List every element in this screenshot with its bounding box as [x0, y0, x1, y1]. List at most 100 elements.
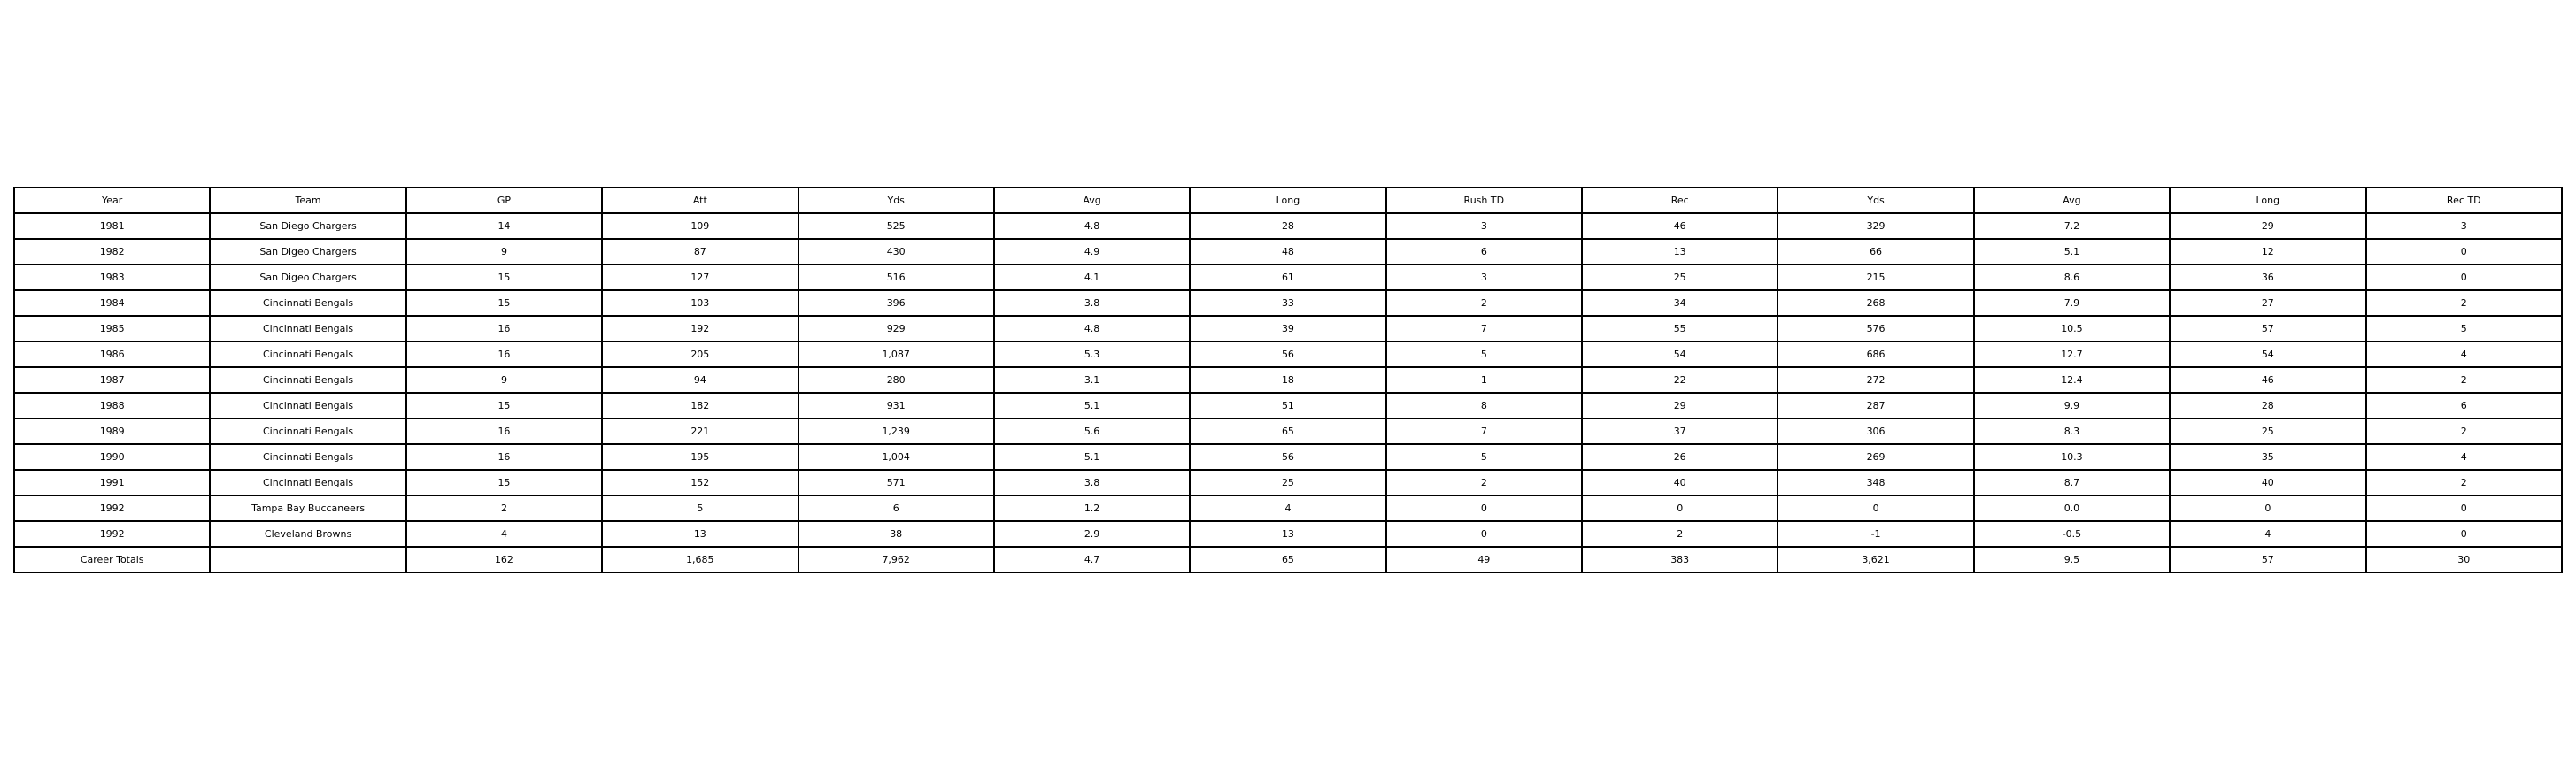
table-row: 1986 Cincinnati Bengals 16 205 1,087 5.3 56 5 54… — [12, 341, 2563, 368]
table-cell: 4 — [405, 520, 604, 548]
table-cell: 8.3 — [1972, 418, 2171, 445]
table-cell: 65 — [1189, 418, 1387, 445]
table-cell: 10.3 — [1972, 443, 2171, 471]
table-cell: 2 — [2364, 289, 2563, 317]
table-cell: 12.7 — [1972, 341, 2171, 368]
table-cell: 9.5 — [1972, 546, 2171, 573]
table-cell: 7.9 — [1972, 289, 2171, 317]
table-cell: 1992 — [12, 520, 212, 548]
table-cell: 3.1 — [992, 366, 1192, 394]
table-cell: 287 — [1777, 392, 1975, 419]
table-row: 1992 Cleveland Browns 4 13 38 2.9 13 0 2 -1 -0.5 4 0 — [12, 520, 2563, 548]
table-cell: 929 — [797, 315, 995, 342]
table-cell: 215 — [1777, 264, 1975, 291]
table-cell: 5.1 — [1972, 238, 2171, 265]
table-cell: 2.9 — [992, 520, 1192, 548]
table-cell: 306 — [1777, 418, 1975, 445]
table-cell: 2 — [1384, 469, 1584, 496]
table-cell: 5 — [1384, 443, 1584, 471]
table-cell: 3 — [1384, 264, 1584, 291]
table-cell: 4.8 — [992, 315, 1192, 342]
table-cell: 28 — [2169, 392, 2367, 419]
table-cell: 1983 — [12, 264, 212, 291]
table-cell: 57 — [2169, 315, 2367, 342]
table-cell: 9.9 — [1972, 392, 2171, 419]
table-cell: 25 — [1580, 264, 1779, 291]
table-row: 1985 Cincinnati Bengals 16 192 929 4.8 39 7 55 57… — [12, 315, 2563, 342]
table-cell: 13 — [1580, 238, 1779, 265]
column-header: Avg — [1972, 187, 2171, 214]
table-body: 1981 San Diego Chargers 14 109 525 4.8 28 3 46 32… — [12, 212, 2563, 573]
table-cell: 4.1 — [992, 264, 1192, 291]
column-header: Year — [12, 187, 212, 214]
table-cell: 34 — [1580, 289, 1779, 317]
table-cell: 348 — [1777, 469, 1975, 496]
table-cell: San Digeo Chargers — [209, 238, 407, 265]
table-cell: 2 — [2364, 469, 2563, 496]
table-cell: 103 — [601, 289, 799, 317]
table-cell: 2 — [1384, 289, 1584, 317]
table-cell: 13 — [601, 520, 799, 548]
table-cell: 7,962 — [797, 546, 995, 573]
table-cell: Cincinnati Bengals — [209, 392, 407, 419]
table-cell: 1 — [1384, 366, 1584, 394]
table-cell: 1986 — [12, 341, 212, 368]
table-cell: 5 — [1384, 341, 1584, 368]
table-cell: 182 — [601, 392, 799, 419]
table-cell: 430 — [797, 238, 995, 265]
table-cell: 1987 — [12, 366, 212, 394]
table-cell: 55 — [1580, 315, 1779, 342]
table-cell: 56 — [1189, 341, 1387, 368]
table-cell: Career Totals — [12, 546, 212, 573]
table-cell: 109 — [601, 212, 799, 240]
table-row: 1982 San Digeo Chargers 9 87 430 4.9 48 6 13 66 5.… — [12, 238, 2563, 265]
table-cell: 87 — [601, 238, 799, 265]
table-cell: 15 — [405, 392, 604, 419]
column-header: Rec — [1580, 187, 1779, 214]
table-row: 1983 San Digeo Chargers 15 127 516 4.1 61 3 25 21… — [12, 264, 2563, 291]
table-cell: 0 — [1580, 495, 1779, 522]
table-cell: 5.1 — [992, 392, 1192, 419]
table-cell: 8.6 — [1972, 264, 2171, 291]
table-cell: 16 — [405, 341, 604, 368]
table-cell: 525 — [797, 212, 995, 240]
table-cell: 221 — [601, 418, 799, 445]
table-cell: 9 — [405, 366, 604, 394]
table-cell: 65 — [1189, 546, 1387, 573]
table-cell: 25 — [2169, 418, 2367, 445]
table-cell: 5.1 — [992, 443, 1192, 471]
table-cell: 5.6 — [992, 418, 1192, 445]
table-cell — [209, 546, 407, 573]
table-cell: 0.0 — [1972, 495, 2171, 522]
table-cell: 1992 — [12, 495, 212, 522]
table-cell: 0 — [1777, 495, 1975, 522]
table-cell: 1988 — [12, 392, 212, 419]
table-cell: 1,087 — [797, 341, 995, 368]
table-cell: 516 — [797, 264, 995, 291]
column-header: Rush TD — [1384, 187, 1584, 214]
table-cell: 15 — [405, 469, 604, 496]
column-header: Att — [601, 187, 799, 214]
stats-table: Year Team GP Att Yds Avg Long Rush TD Rec Yds Avg L… — [12, 187, 2563, 573]
table-cell: 1,685 — [601, 546, 799, 573]
table-cell: 4.9 — [992, 238, 1192, 265]
table-cell: Cincinnati Bengals — [209, 418, 407, 445]
table-cell: 61 — [1189, 264, 1387, 291]
table-cell: 48 — [1189, 238, 1387, 265]
table-row: 1991 Cincinnati Bengals 15 152 571 3.8 25 2 40 34… — [12, 469, 2563, 496]
table-cell: 56 — [1189, 443, 1387, 471]
table-cell: 12.4 — [1972, 366, 2171, 394]
table-cell: 35 — [2169, 443, 2367, 471]
table-cell: 162 — [405, 546, 604, 573]
table-cell: 4 — [2364, 443, 2563, 471]
table-cell: 27 — [2169, 289, 2367, 317]
table-cell: 6 — [1384, 238, 1584, 265]
table-cell: 15 — [405, 264, 604, 291]
table-cell: 383 — [1580, 546, 1779, 573]
table-cell: 195 — [601, 443, 799, 471]
table-cell: 26 — [1580, 443, 1779, 471]
table-cell: 36 — [2169, 264, 2367, 291]
table-cell: 1991 — [12, 469, 212, 496]
table-cell: 8.7 — [1972, 469, 2171, 496]
table-cell: 1.2 — [992, 495, 1192, 522]
